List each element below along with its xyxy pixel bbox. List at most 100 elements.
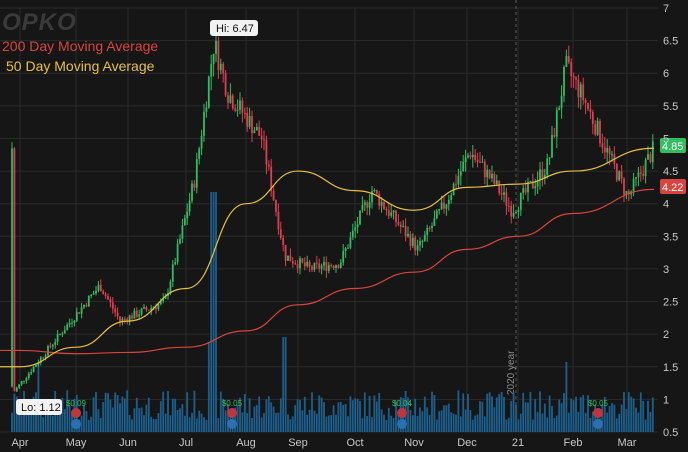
volume-bar <box>51 416 54 432</box>
candle-body <box>135 310 138 317</box>
volume-bar <box>227 404 229 432</box>
volume-bar <box>85 411 88 432</box>
dividend-event[interactable]: $0.04 <box>392 399 413 429</box>
candle-body <box>618 171 621 181</box>
volume-bar <box>589 417 592 432</box>
candle-body <box>416 245 419 251</box>
candle-body <box>126 319 129 322</box>
volume-bar <box>332 405 335 432</box>
volume-bar <box>212 192 215 432</box>
ma200-value-label: 4.22 <box>662 182 683 194</box>
volume-bar <box>107 393 109 432</box>
volume-bar <box>426 407 429 432</box>
volume-bar <box>11 412 13 432</box>
y-tick-label: 5.5 <box>663 101 678 113</box>
volume-bar <box>435 419 438 432</box>
candle-body <box>522 188 525 193</box>
volume-bar <box>625 408 628 432</box>
x-tick-label: Mar <box>618 437 637 449</box>
candle-body <box>181 225 184 239</box>
volume-bar <box>623 392 625 432</box>
volume-bar <box>644 419 647 432</box>
volume-bar <box>618 413 621 432</box>
volume-bar <box>241 412 244 432</box>
candle-body <box>174 262 177 265</box>
candle-body <box>90 294 93 297</box>
volume-bar <box>459 416 462 432</box>
volume-bar <box>361 418 364 432</box>
volume-bar <box>383 414 385 432</box>
dividend-events[interactable]: $0.09 $0.05 $0.04 $0.05 <box>66 399 609 429</box>
volume-bar <box>375 401 378 432</box>
candle-body <box>11 148 13 387</box>
volume-bar <box>349 396 352 432</box>
volume-bar <box>207 342 210 432</box>
lo-label: Lo: 1.12 <box>21 402 61 414</box>
candle-body <box>481 161 484 163</box>
candle-body <box>263 139 265 141</box>
ticker-logo: OPKO <box>2 9 77 36</box>
candle-body <box>287 255 289 261</box>
volume-bar <box>25 414 28 432</box>
volume-bar <box>119 403 121 432</box>
candle-body <box>119 316 121 322</box>
candle-body <box>51 344 54 347</box>
candle-body <box>644 159 647 176</box>
volume-bar <box>92 397 95 432</box>
candle-body <box>575 77 577 80</box>
x-tick-label: Sep <box>288 437 308 449</box>
candle-body <box>467 155 469 158</box>
candle-body <box>243 112 246 114</box>
candle-body <box>282 238 285 245</box>
volume-bar <box>263 413 265 432</box>
volume-bar <box>330 415 333 432</box>
candle-body <box>171 264 174 282</box>
candle-body <box>380 201 383 206</box>
volume-bar <box>409 409 412 432</box>
volume-bar <box>577 411 580 432</box>
candle-body <box>241 100 244 113</box>
candle-body <box>68 322 71 325</box>
y-tick-label: 6 <box>663 68 669 80</box>
candle-body <box>32 366 35 372</box>
volume-bar <box>191 412 193 432</box>
dividend-event[interactable]: $0.05 <box>222 399 243 429</box>
volume-bar <box>548 395 551 432</box>
volume-bar <box>356 398 359 432</box>
candle-body <box>234 108 237 111</box>
candle-body <box>248 116 251 127</box>
dividend-event[interactable]: $0.05 <box>588 399 609 429</box>
legend-ma200: 200 Day Moving Average <box>2 38 158 54</box>
volume-bar <box>104 392 107 432</box>
candle-body <box>133 310 136 319</box>
candle-body <box>517 209 520 212</box>
candle-body <box>488 169 491 179</box>
candle-body <box>428 227 431 229</box>
volume-bar <box>563 393 565 432</box>
volume-bar <box>287 414 289 432</box>
candle-body <box>39 357 42 363</box>
volume-bar <box>39 400 42 432</box>
volume-bar <box>87 419 90 432</box>
candle-body <box>402 225 405 227</box>
y-tick-label: 6.5 <box>663 36 678 48</box>
candle-body <box>155 307 157 310</box>
candle-body <box>85 304 88 307</box>
volume-bar <box>363 392 366 432</box>
volume-bar <box>543 403 546 432</box>
volume-bar <box>200 413 203 432</box>
candle-body <box>505 192 508 206</box>
candle-body <box>169 281 172 293</box>
dividend-event[interactable]: $0.09 <box>66 399 87 429</box>
candle-body <box>570 62 573 76</box>
candle-body <box>277 211 280 230</box>
volume-bar <box>83 405 85 432</box>
volume-bar <box>495 397 498 432</box>
candle-body <box>23 380 25 382</box>
volume-bar <box>183 415 186 432</box>
volume-bar <box>265 399 268 432</box>
candle-body <box>639 172 642 174</box>
volume-bar <box>438 411 441 432</box>
volume-bar <box>575 396 577 432</box>
